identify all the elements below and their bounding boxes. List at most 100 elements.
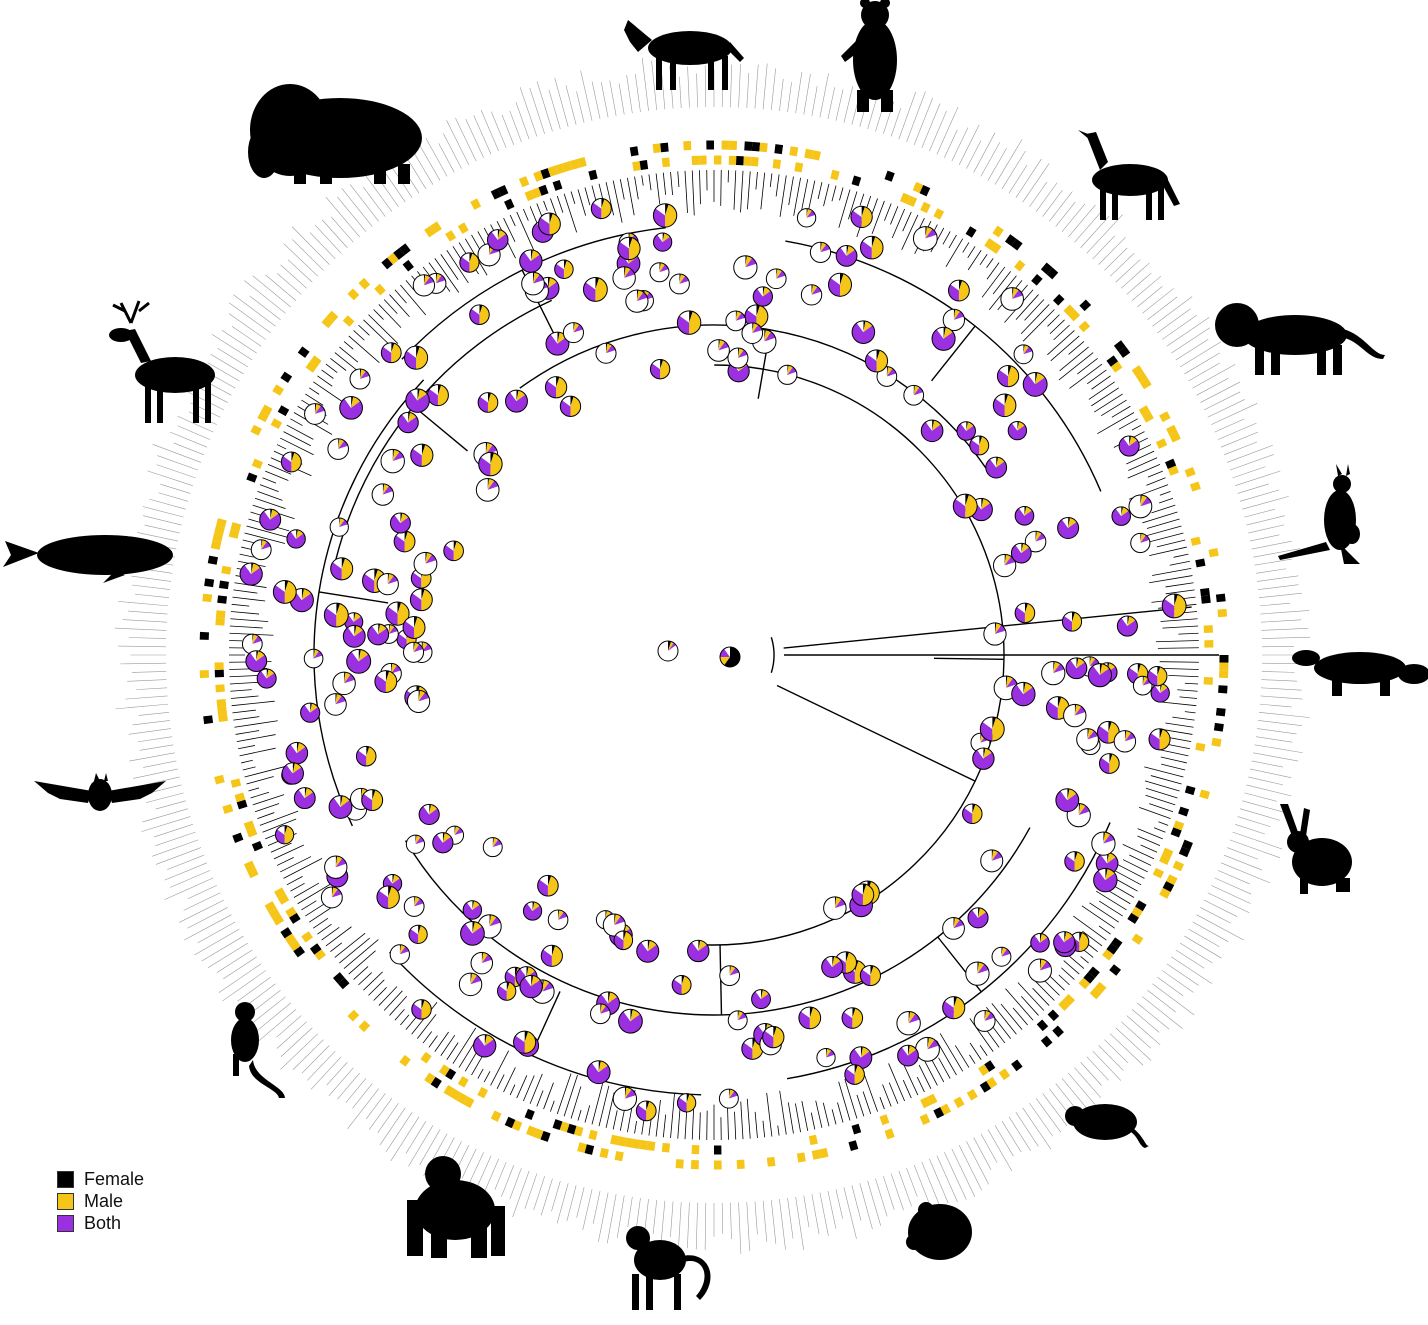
pie-slice <box>1089 658 1099 667</box>
trait-bar <box>399 1054 411 1067</box>
trait-bar <box>884 170 895 182</box>
tip-branch <box>677 171 680 188</box>
pie-slice <box>570 396 581 417</box>
tip-label <box>754 64 759 109</box>
tip-label <box>819 73 829 118</box>
tip-label <box>843 86 854 123</box>
tip-branch <box>1082 930 1103 947</box>
pie-slice <box>1005 676 1013 688</box>
pie-outline <box>303 648 324 669</box>
pie-outline <box>1091 831 1116 856</box>
tip-branch <box>655 173 661 204</box>
tip-label <box>730 64 732 108</box>
trait-bar <box>309 355 322 367</box>
tip-label <box>1207 892 1250 914</box>
pie-outline <box>478 451 503 477</box>
pie-outline <box>432 832 454 854</box>
tip-branch <box>684 170 688 213</box>
tip-label <box>207 942 248 968</box>
pie-slice <box>388 626 398 634</box>
pie-slice <box>250 650 257 662</box>
trait-bar <box>524 190 535 202</box>
tip-label <box>223 956 257 980</box>
trait-bar <box>660 142 669 153</box>
pie-outline <box>1014 505 1035 526</box>
tip-label <box>515 102 530 140</box>
tip-label <box>1035 1098 1061 1133</box>
pie-slice <box>806 210 816 218</box>
node-pie <box>652 203 678 228</box>
pie-slice <box>435 275 446 284</box>
pie-slice <box>1078 803 1086 816</box>
node-pie <box>595 342 617 364</box>
legend-swatch-both <box>57 1214 74 1232</box>
node-pie <box>497 981 517 1001</box>
pie-slice <box>647 940 650 952</box>
node-pie <box>339 395 363 420</box>
tip-branch <box>769 173 773 187</box>
pie-slice <box>1119 437 1140 457</box>
tip-branch <box>598 1085 610 1127</box>
tip-label <box>921 1161 940 1205</box>
tip-branch <box>556 1073 572 1115</box>
node-pie <box>404 345 429 370</box>
tip-label <box>368 1098 393 1130</box>
tip-label <box>540 1178 553 1216</box>
tip-label <box>1074 209 1103 243</box>
tip-branch <box>888 1063 905 1102</box>
pie-slice <box>752 322 759 334</box>
pie-slice <box>321 886 343 908</box>
pie-slice <box>1159 728 1163 740</box>
tip-label <box>1166 317 1210 347</box>
pie-slice <box>1087 728 1089 740</box>
pie-slice <box>972 804 976 814</box>
pie-outline <box>942 308 966 332</box>
pie-outline <box>323 602 349 628</box>
pie-outline <box>613 930 634 951</box>
pie-outline <box>612 1086 638 1111</box>
tip-branch <box>648 174 652 191</box>
node-pie <box>1007 420 1028 441</box>
tip-label <box>1214 418 1245 433</box>
pie-outline <box>947 279 970 302</box>
pie-slice <box>367 625 389 645</box>
tip-branch <box>378 986 398 1006</box>
pie-outline <box>411 999 432 1020</box>
tip-label <box>1175 338 1209 361</box>
pie-slice <box>1023 374 1048 397</box>
trait-bar <box>808 1134 818 1146</box>
trait-bar <box>1058 999 1070 1011</box>
pie-slice <box>531 975 534 987</box>
tip-branch <box>918 1064 932 1089</box>
tip-branch <box>309 387 320 395</box>
tip-label <box>906 91 926 143</box>
node-pie <box>406 689 431 714</box>
tip-label <box>147 470 193 486</box>
pie-slice <box>358 649 361 662</box>
pie-slice <box>556 377 567 398</box>
node-pie <box>687 939 710 963</box>
node-pie <box>403 896 425 917</box>
pie-slice <box>304 787 307 799</box>
bear-icon <box>841 0 897 112</box>
tip-branch <box>1145 787 1178 799</box>
node-pie <box>864 349 889 373</box>
pie-slice <box>1004 554 1012 566</box>
tip-label <box>770 1199 777 1244</box>
tip-branch <box>1097 412 1135 435</box>
trait-bar <box>531 187 542 199</box>
pie-outline <box>519 974 543 999</box>
pie-slice <box>1039 959 1047 971</box>
node-pie <box>473 1034 497 1058</box>
node-pie <box>355 745 377 767</box>
node-pie <box>459 252 480 273</box>
pie-slice <box>1099 663 1110 676</box>
tip-branch <box>1157 667 1199 670</box>
tip-label <box>265 274 297 301</box>
pie-slice <box>646 1101 657 1121</box>
tip-branch <box>1107 889 1131 905</box>
pie-slice <box>453 541 464 561</box>
pie-slice <box>292 762 295 774</box>
tip-label <box>1001 1121 1022 1153</box>
tip-branch <box>891 208 905 239</box>
